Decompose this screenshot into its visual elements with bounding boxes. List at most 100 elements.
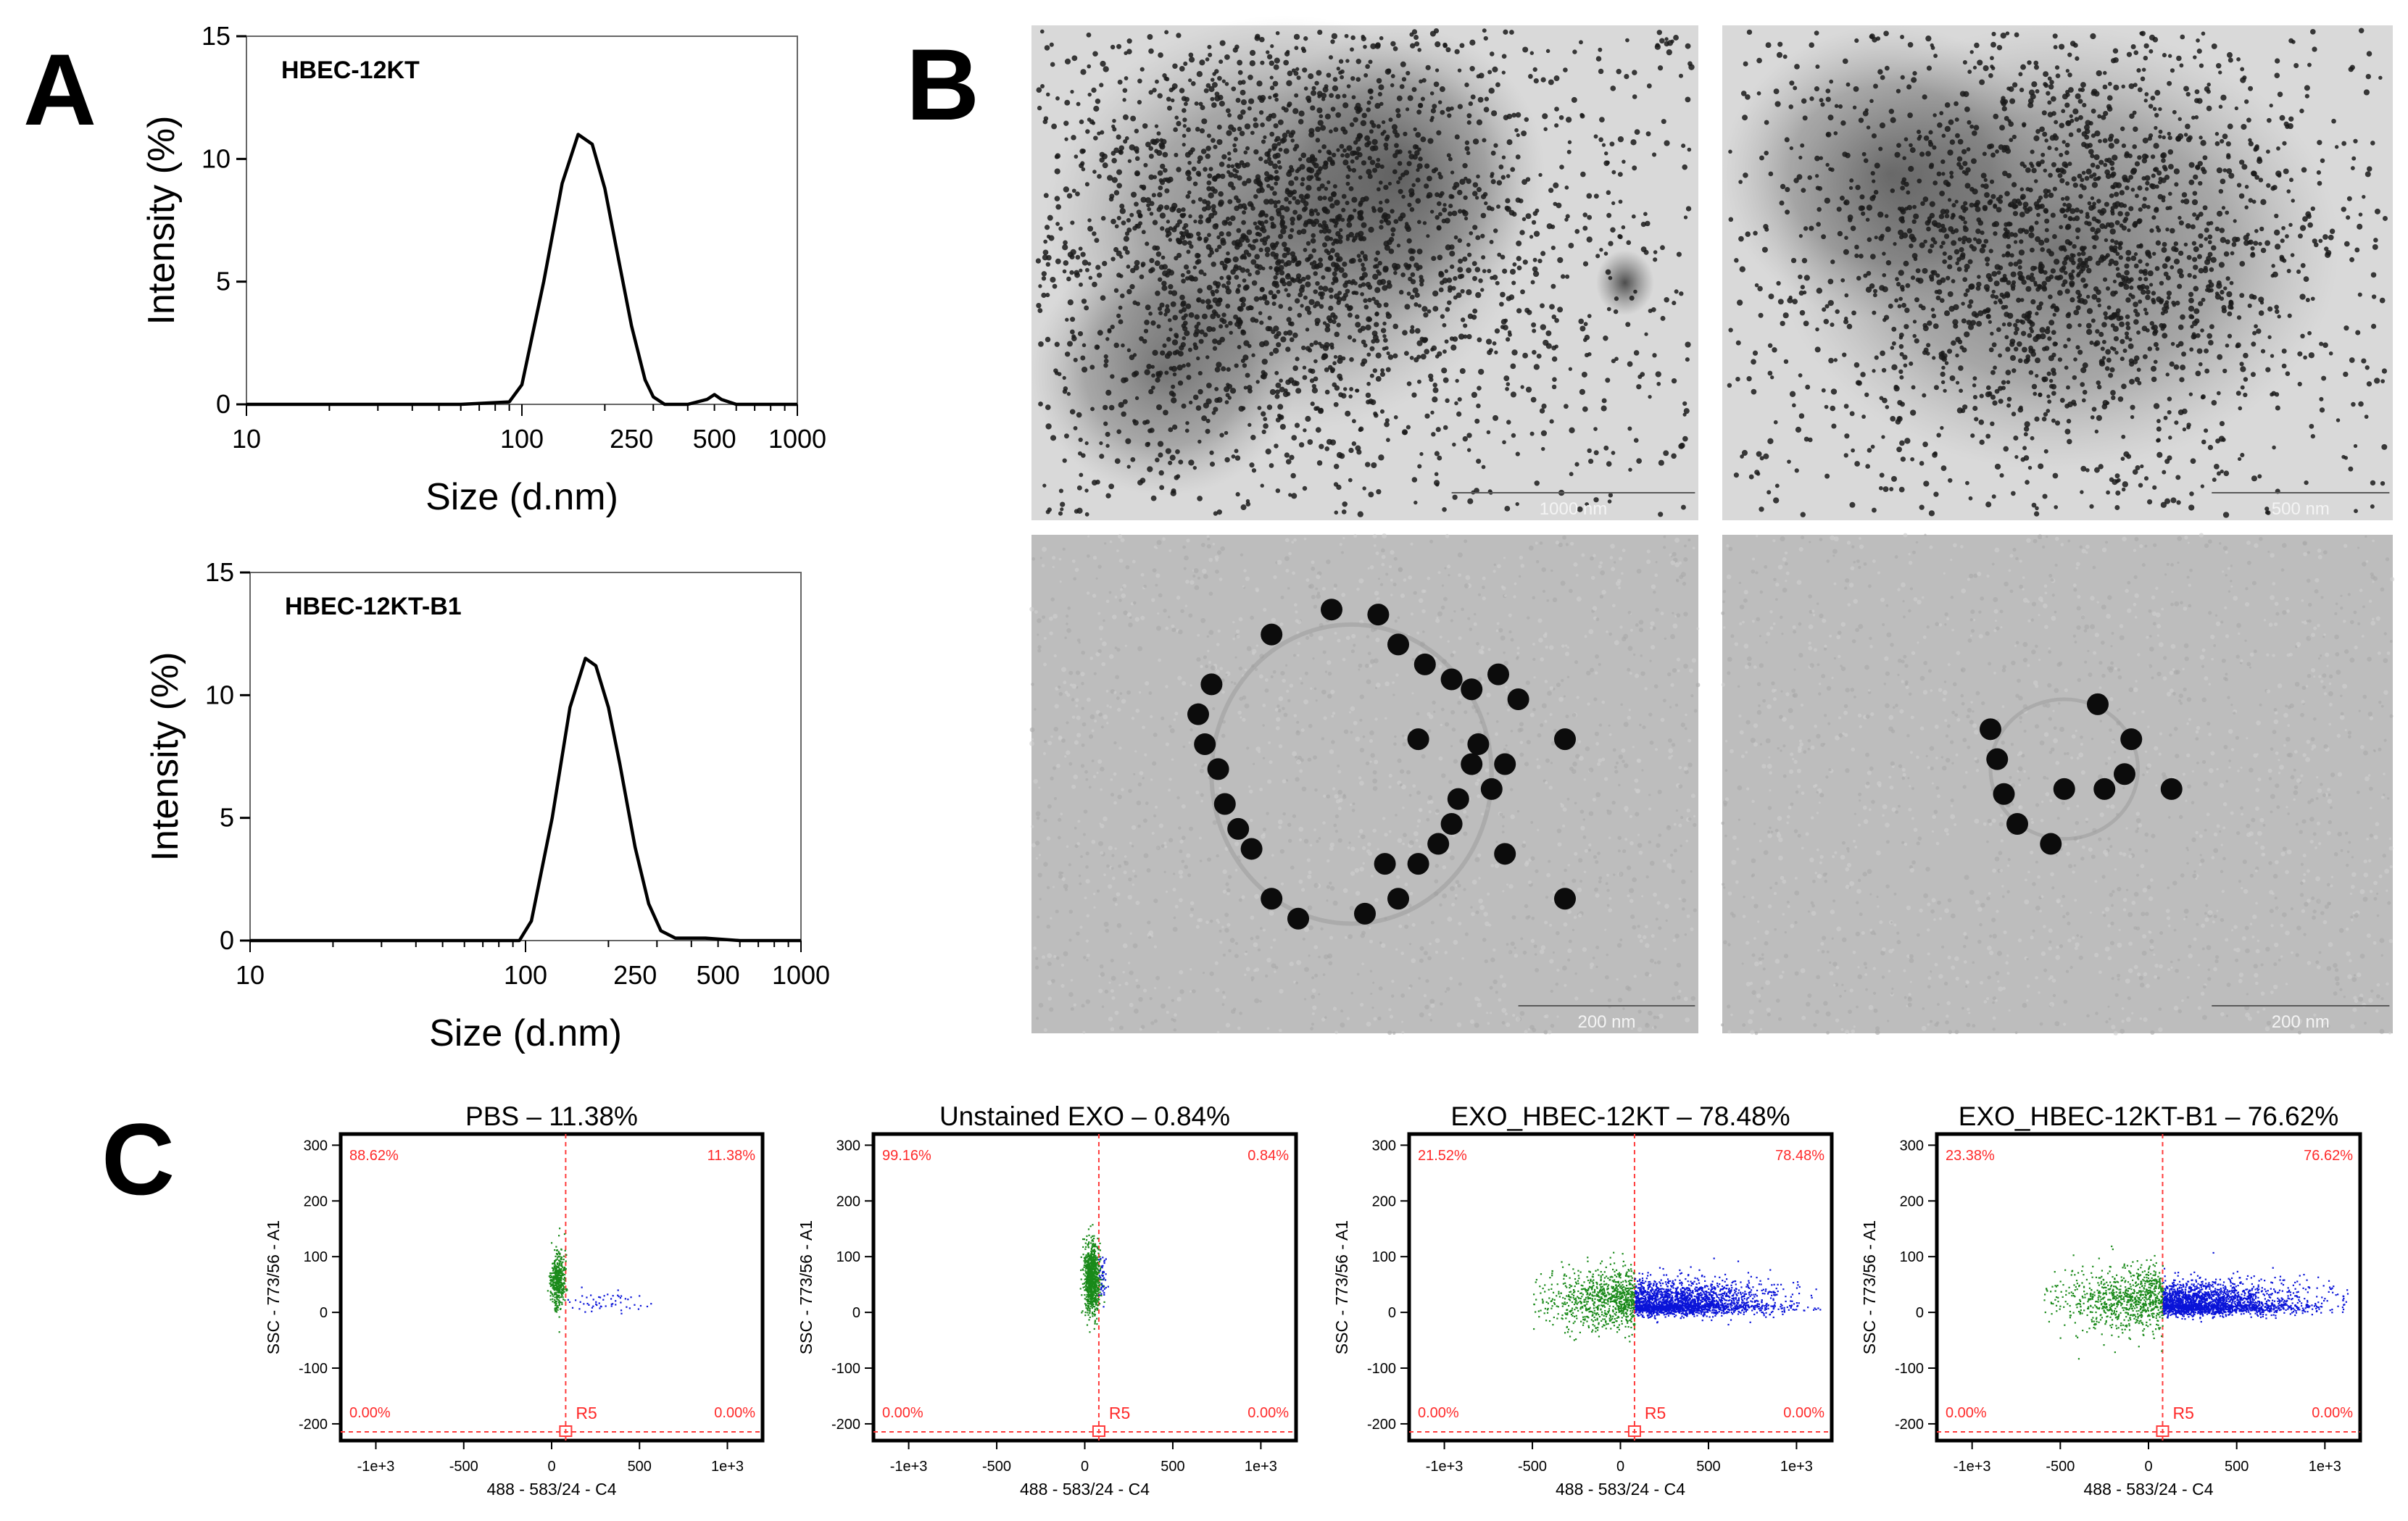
- gold-particle: [1301, 48, 1307, 54]
- tem-grain: [1106, 864, 1110, 868]
- gold-particle: [1323, 160, 1329, 166]
- gold-particle: [1064, 99, 1071, 106]
- gold-particle: [1235, 492, 1240, 497]
- tem-grain: [1093, 906, 1096, 909]
- gold-particle: [2033, 64, 2039, 70]
- tem-grain: [1246, 646, 1252, 651]
- gold-particle: [1248, 98, 1255, 104]
- gold-particle: [1476, 119, 1483, 125]
- gold-particle: [1532, 328, 1537, 333]
- gold-particle: [1682, 401, 1687, 407]
- tem-grain: [1502, 825, 1505, 828]
- gold-particle: [1608, 493, 1614, 498]
- gold-particle: [1603, 251, 1608, 256]
- gold-particle: [1133, 264, 1139, 271]
- gold-particle: [1548, 79, 1554, 86]
- gold-particle: [1311, 383, 1317, 389]
- tem-grain: [1311, 566, 1316, 571]
- gold-particle: [1157, 441, 1164, 447]
- gold-particle: [1965, 480, 1969, 486]
- gold-particle: [1522, 46, 1529, 53]
- gold-particle: [2038, 463, 2044, 470]
- gold-particle: [1923, 347, 1929, 353]
- gold-particle: [1317, 196, 1323, 201]
- gold-particle: [1502, 440, 1506, 445]
- tem-grain: [1565, 543, 1569, 546]
- gold-particle: [1528, 74, 1533, 79]
- gold-particle: [2132, 144, 2138, 149]
- gold-particle: [1973, 202, 1978, 208]
- gold-particle: [1954, 249, 1960, 255]
- gold-particle: [1168, 427, 1174, 433]
- gold-particle: [2212, 478, 2217, 483]
- gold-particle: [1345, 234, 1350, 239]
- gold-particle: [1105, 493, 1111, 499]
- gold-particle: [2328, 234, 2334, 241]
- gold-particle: [1134, 259, 1140, 266]
- gold-particle: [1294, 176, 1299, 181]
- gold-particle: [2133, 355, 2140, 362]
- gold-particle: [1432, 306, 1439, 312]
- gold-particle: [1445, 307, 1450, 312]
- gold-particle: [1186, 362, 1191, 367]
- gold-particle: [2207, 234, 2213, 240]
- gold-particle: [1408, 150, 1412, 154]
- gold-particle: [2267, 306, 2273, 312]
- gold-particle: [2080, 178, 2085, 183]
- gold-particle: [2035, 89, 2040, 94]
- gold-particle: [1058, 511, 1063, 516]
- gold-particle: [1605, 160, 1610, 165]
- gold-particle: [1925, 220, 1930, 226]
- gold-particle: [1991, 31, 1996, 37]
- gold-particle: [1961, 236, 1968, 242]
- gold-particle: [1450, 344, 1457, 351]
- gold-particle: [2006, 86, 2011, 91]
- gold-particle: [1169, 454, 1176, 461]
- gold-particle: [2019, 212, 2025, 218]
- gold-particle: [2204, 237, 2209, 241]
- gold-particle: [2122, 280, 2127, 286]
- gold-particle: [2050, 268, 2056, 274]
- gold-particle: [1884, 214, 1889, 218]
- gold-particle: [2108, 372, 2114, 378]
- gold-particle: [1266, 153, 1271, 158]
- gold-particle: [2270, 354, 2275, 358]
- gold-particle: [1179, 88, 1185, 93]
- gold-particle: [1324, 266, 1330, 272]
- gold-particle: [2124, 153, 2130, 159]
- gold-particle: [2046, 394, 2051, 399]
- gold-particle: [1386, 283, 1392, 289]
- gold-particle: [1392, 46, 1398, 51]
- y-tick-label: 0: [216, 389, 231, 419]
- gold-particle: [1627, 426, 1632, 431]
- gold-particle: [1361, 266, 1366, 272]
- tem-grain: [1623, 763, 1629, 768]
- gold-particle: [1928, 130, 1933, 135]
- gold-particle: [2051, 162, 2057, 167]
- gold-particle: [1217, 75, 1222, 81]
- gold-particle: [2117, 242, 2122, 247]
- gold-particle: [1160, 350, 1166, 356]
- gold-particle: [1845, 152, 1851, 159]
- gold-particle: [1352, 338, 1357, 343]
- gold-particle: [1873, 190, 1879, 195]
- gold-particle: [2036, 212, 2040, 217]
- gold-particle: [2121, 143, 2127, 149]
- gold-particle: [1386, 351, 1390, 356]
- gold-particle: [2119, 321, 2125, 328]
- gold-particle: [1541, 446, 1545, 451]
- gold-particle: [2309, 423, 2314, 429]
- gold-particle: [1882, 251, 1886, 256]
- gold-particle: [2134, 377, 2141, 383]
- gold-particle: [1866, 270, 1872, 276]
- gold-particle: [2223, 470, 2230, 477]
- gold-particle: [1552, 377, 1557, 383]
- gold-particle: [1358, 215, 1364, 221]
- tem-grain: [1316, 574, 1321, 580]
- gold-particle: [1636, 458, 1643, 464]
- gold-particle: [1927, 320, 1932, 326]
- gold-particle: [1093, 105, 1100, 112]
- gold-particle: [1259, 320, 1264, 325]
- gold-particle: [1188, 400, 1193, 405]
- gold-particle: [2282, 258, 2287, 263]
